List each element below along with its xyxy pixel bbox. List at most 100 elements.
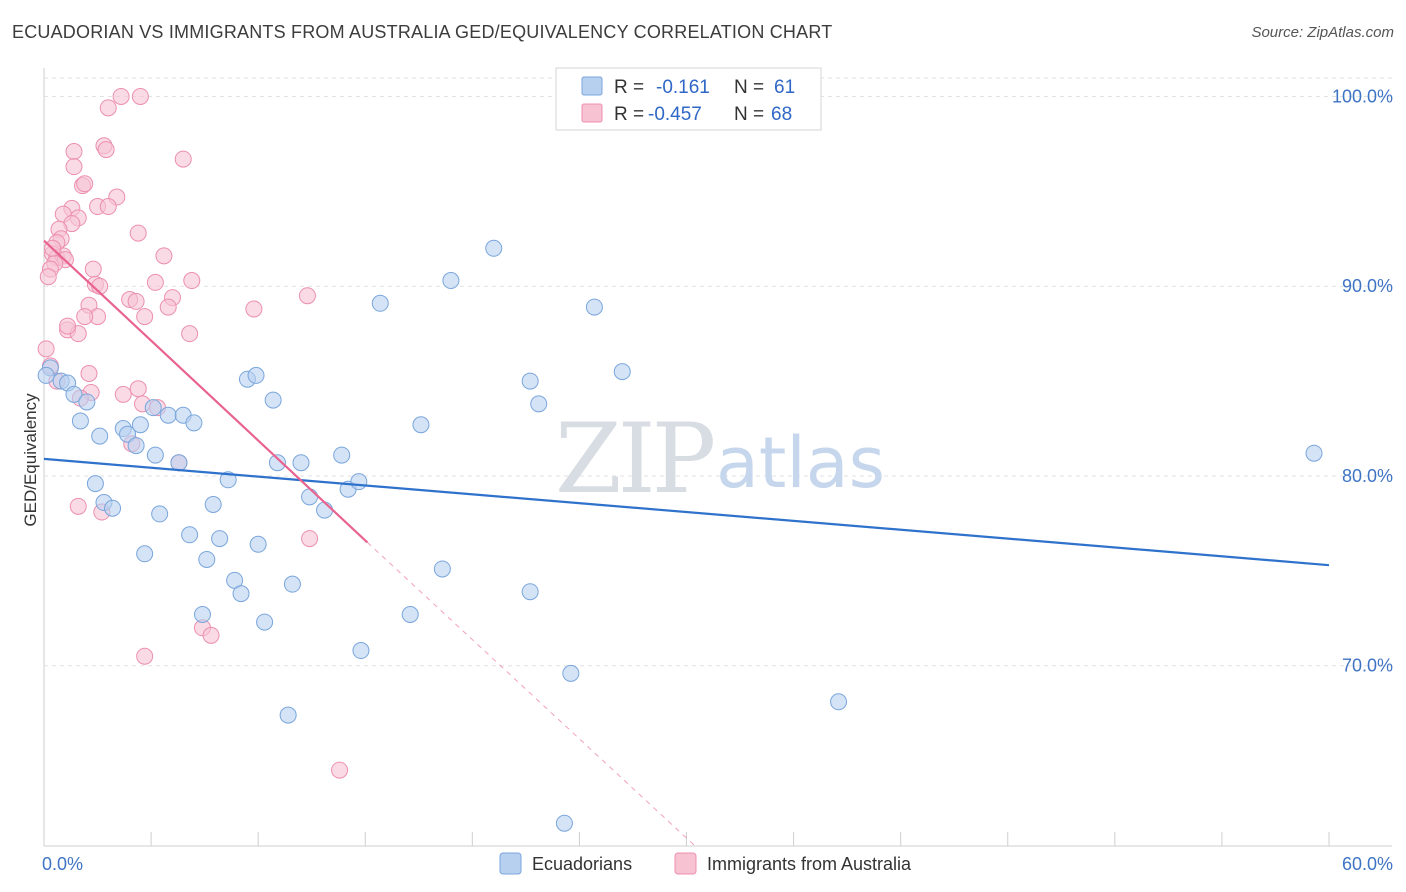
data-point-immigrants xyxy=(174,150,192,168)
data-point-ecuadorians xyxy=(613,363,631,381)
legend-swatch-blue xyxy=(581,76,603,96)
data-point-ecuadorians xyxy=(159,406,177,424)
series-legend-swatch-ecuadorians xyxy=(499,852,522,875)
legend-n-label-2: N = xyxy=(734,104,764,125)
data-point-ecuadorians xyxy=(65,385,83,403)
data-point-immigrants xyxy=(181,325,199,343)
data-point-immigrants xyxy=(84,260,102,278)
data-point-ecuadorians xyxy=(412,416,430,434)
axes xyxy=(43,68,1392,847)
source-credit: Source: ZipAtlas.com xyxy=(1251,24,1394,41)
x-tick-label-max: 60.0% xyxy=(1342,854,1393,874)
legend-swatch-pink xyxy=(581,103,603,123)
data-point-ecuadorians xyxy=(247,366,265,384)
data-point-immigrants xyxy=(159,298,177,316)
data-point-immigrants xyxy=(39,268,57,286)
watermark-atlas: atlas xyxy=(716,422,885,504)
data-point-ecuadorians xyxy=(232,585,250,603)
chart-title: ECUADORIAN VS IMMIGRANTS FROM AUSTRALIA … xyxy=(12,22,833,42)
data-point-ecuadorians xyxy=(144,399,162,417)
data-point-ecuadorians xyxy=(585,298,603,316)
legend-r-label-1: R = xyxy=(614,77,644,98)
data-point-immigrants xyxy=(37,340,55,358)
data-point-ecuadorians xyxy=(119,425,137,443)
y-axis-title: GED/Equivalency xyxy=(21,393,40,527)
data-point-immigrants xyxy=(112,87,130,105)
series-legend: Ecuadorians Immigrants from Australia xyxy=(499,852,912,875)
data-point-immigrants xyxy=(65,142,83,160)
data-point-ecuadorians xyxy=(521,583,539,601)
y-tick-label: 70.0% xyxy=(1342,656,1393,676)
data-point-ecuadorians xyxy=(104,499,122,517)
data-point-ecuadorians xyxy=(219,471,237,489)
data-point-ecuadorians xyxy=(249,535,267,553)
data-point-ecuadorians xyxy=(268,454,286,472)
data-point-immigrants xyxy=(136,308,154,326)
data-point-ecuadorians xyxy=(433,560,451,578)
data-point-ecuadorians xyxy=(401,605,419,623)
data-point-ecuadorians xyxy=(292,454,310,472)
data-point-ecuadorians xyxy=(256,613,274,631)
data-point-ecuadorians xyxy=(78,393,96,411)
data-point-immigrants xyxy=(76,175,94,193)
data-point-ecuadorians xyxy=(333,446,351,464)
series-legend-swatch-immigrants xyxy=(674,852,697,875)
data-point-immigrants xyxy=(99,99,117,117)
data-point-ecuadorians xyxy=(136,545,154,563)
data-point-immigrants xyxy=(331,761,349,779)
data-point-ecuadorians xyxy=(264,391,282,409)
data-point-ecuadorians xyxy=(442,272,460,290)
series-legend-immigrants-from-australia: Immigrants from Australia xyxy=(707,854,912,874)
stats-legend: R = -0.161 N = 61 R = -0.457 N = 68 xyxy=(555,67,822,131)
data-point-immigrants xyxy=(155,247,173,265)
legend-n-label-1: N = xyxy=(734,77,764,98)
data-point-ecuadorians xyxy=(185,414,203,432)
data-point-immigrants xyxy=(76,308,94,326)
data-point-ecuadorians xyxy=(1305,444,1323,462)
x-ticks xyxy=(43,832,1330,846)
data-point-immigrants xyxy=(99,198,117,216)
data-point-ecuadorians xyxy=(146,446,164,464)
watermark-zip: ZIP xyxy=(555,403,714,515)
data-point-ecuadorians xyxy=(301,488,319,506)
y-tick-label: 80.0% xyxy=(1342,466,1393,486)
data-point-immigrants xyxy=(59,317,77,335)
data-point-ecuadorians xyxy=(131,416,149,434)
data-point-ecuadorians xyxy=(91,427,109,445)
data-point-ecuadorians xyxy=(352,642,370,660)
data-point-ecuadorians xyxy=(204,495,222,513)
data-point-immigrants xyxy=(131,87,149,105)
data-point-immigrants xyxy=(202,626,220,644)
data-point-immigrants xyxy=(301,530,319,548)
data-point-immigrants xyxy=(127,292,145,310)
data-point-ecuadorians xyxy=(562,664,580,682)
y-tick-label: 100.0% xyxy=(1332,86,1393,106)
data-point-immigrants xyxy=(129,224,147,242)
data-point-ecuadorians xyxy=(151,505,169,523)
data-point-ecuadorians xyxy=(37,366,55,384)
trendlines xyxy=(43,239,1330,847)
data-point-ecuadorians xyxy=(485,239,503,257)
data-point-ecuadorians xyxy=(350,473,368,491)
data-point-immigrants xyxy=(97,141,115,159)
data-point-immigrants xyxy=(114,385,132,403)
legend-n-value-2: 68 xyxy=(771,104,792,125)
data-point-ecuadorians xyxy=(86,475,104,493)
data-point-ecuadorians xyxy=(371,294,389,312)
data-point-immigrants xyxy=(146,273,164,291)
x-tick-label-min: 0.0% xyxy=(42,854,83,874)
legend-r-value-2: -0.457 xyxy=(648,104,702,125)
data-point-immigrants xyxy=(298,287,316,305)
data-point-ecuadorians xyxy=(521,372,539,390)
data-point-ecuadorians xyxy=(283,575,301,593)
trendline-ecuadorians xyxy=(43,457,1330,567)
legend-n-value-1: 61 xyxy=(774,77,795,98)
data-point-ecuadorians xyxy=(170,454,188,472)
data-point-ecuadorians xyxy=(181,526,199,544)
data-point-immigrants xyxy=(69,497,87,515)
data-point-ecuadorians xyxy=(198,550,216,568)
trendline-immigrants-extension xyxy=(367,542,696,847)
series-legend-ecuadorians: Ecuadorians xyxy=(532,854,632,874)
data-point-ecuadorians xyxy=(316,501,334,519)
